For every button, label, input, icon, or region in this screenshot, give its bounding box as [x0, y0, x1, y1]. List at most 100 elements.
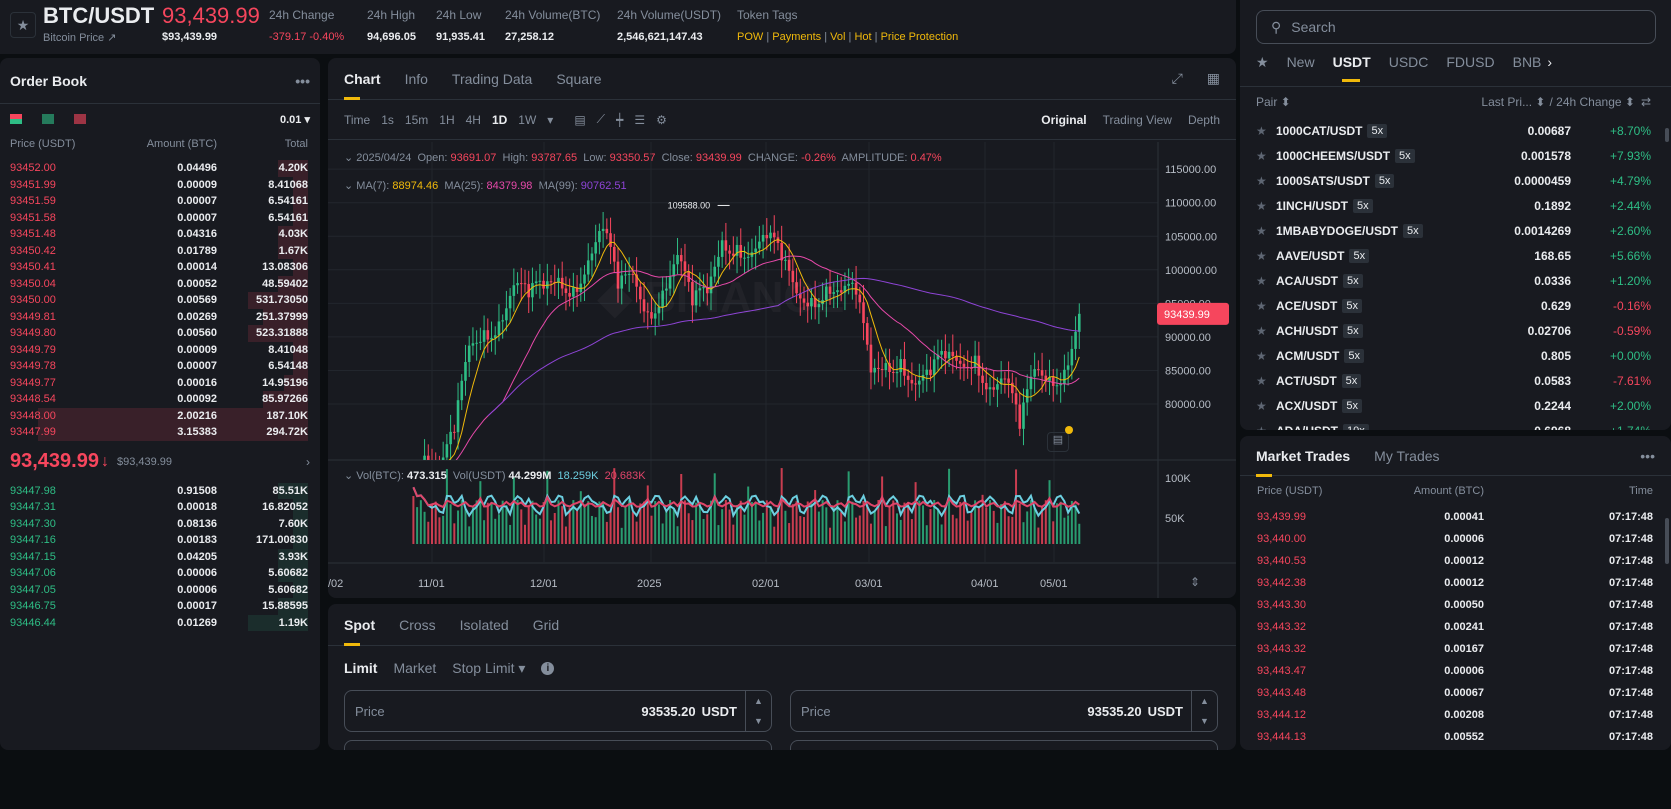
star-icon[interactable]: ★: [1256, 248, 1267, 263]
view-depth[interactable]: Depth: [1187, 112, 1220, 127]
tab-isolated[interactable]: Isolated: [459, 616, 509, 633]
star-icon[interactable]: ★: [1256, 273, 1267, 288]
tab-usdc[interactable]: USDC: [1388, 54, 1429, 70]
chevron-right-icon[interactable]: ›: [306, 454, 310, 469]
fit-scale-icon[interactable]: ⇕: [1190, 575, 1201, 589]
bid-row[interactable]: 93446.75 0.00017 15.88595: [0, 598, 320, 615]
star-icon[interactable]: ★: [1256, 123, 1267, 138]
more-icon[interactable]: •••: [1640, 447, 1655, 464]
star-icon[interactable]: ★: [1256, 173, 1267, 188]
order-type-stop-limit[interactable]: Stop Limit ▾: [452, 659, 526, 676]
fullscreen-icon[interactable]: ⤢: [1171, 70, 1183, 86]
ask-row[interactable]: 93447.99 3.15383 294.72K: [0, 424, 320, 441]
star-icon[interactable]: ★: [1256, 198, 1267, 213]
star-icon[interactable]: ★: [1256, 348, 1267, 363]
info-icon[interactable]: i: [541, 661, 555, 675]
scrollbar[interactable]: [1665, 128, 1669, 142]
interval-1w[interactable]: 1W: [518, 112, 537, 127]
interval-4h[interactable]: 4H: [465, 112, 481, 127]
market-row[interactable]: ★ ACX/USDT 5x 0.2244 +2.00%: [1256, 393, 1651, 418]
market-row[interactable]: ★ ACT/USDT 5x 0.0583 -7.61%: [1256, 368, 1651, 393]
ask-row[interactable]: 93450.04 0.00052 48.59402: [0, 275, 320, 292]
settings-gear-icon[interactable]: ⚙: [656, 112, 667, 127]
ask-row[interactable]: 93449.78 0.00007 6.54148: [0, 358, 320, 375]
bids-view-icon[interactable]: [42, 114, 54, 124]
ask-row[interactable]: 93450.00 0.00569 531.73050: [0, 292, 320, 309]
market-row[interactable]: ★ ACM/USDT 5x 0.805 +0.00%: [1256, 343, 1651, 368]
star-icon[interactable]: ★: [1256, 298, 1267, 313]
bid-row[interactable]: 93446.44 0.01269 1.19K: [0, 614, 320, 631]
market-row[interactable]: ★ 1000SATS/USDT 5x 0.0000459 +4.79%: [1256, 168, 1651, 193]
sell-price-input[interactable]: Price 93535.20 USDT ▲ ▼: [790, 690, 1218, 732]
tag-vol[interactable]: Vol: [830, 31, 846, 43]
ask-row[interactable]: 93449.79 0.00009 8.41048: [0, 341, 320, 358]
tag-payments[interactable]: Payments: [772, 31, 822, 43]
star-icon[interactable]: ★: [1256, 373, 1267, 388]
both-sides-view-icon[interactable]: [10, 114, 22, 124]
template-icon[interactable]: ☰: [634, 112, 646, 127]
mid-price-row[interactable]: 93,439.99 ↓ $93,439.99 ›: [0, 441, 320, 483]
market-row[interactable]: ★ 1INCH/USDT 5x 0.1892 +2.44%: [1256, 193, 1651, 218]
bid-row[interactable]: 93447.30 0.08136 7.60K: [0, 515, 320, 532]
interval-1h[interactable]: 1H: [439, 112, 455, 127]
market-row[interactable]: ★ ACE/USDT 5x 0.629 -0.16%: [1256, 293, 1651, 318]
ask-row[interactable]: 93452.00 0.04496 4.20K: [0, 160, 320, 177]
star-icon[interactable]: ★: [1256, 323, 1267, 338]
bid-row[interactable]: 93447.15 0.04205 3.93K: [0, 548, 320, 565]
tab-square[interactable]: Square: [556, 70, 602, 87]
market-row[interactable]: ★ 1000CHEEMS/USDT 5x 0.001578 +7.93%: [1256, 143, 1651, 168]
toggle-column-icon[interactable]: ⇄: [1640, 95, 1651, 109]
sort-24h-change[interactable]: / 24h Change ⬍: [1549, 95, 1635, 109]
candlestick-chart[interactable]: 109588.00 115000.00 110000.00 105000.00 1000…: [328, 142, 1236, 598]
scrollbar[interactable]: [1665, 518, 1669, 564]
tab-chart[interactable]: Chart: [344, 70, 381, 100]
tab-new[interactable]: New: [1286, 54, 1315, 70]
market-row[interactable]: ★ ACA/USDT 5x 0.0336 +1.20%: [1256, 268, 1651, 293]
buy-price-input[interactable]: Price 93535.20 USDT ▲ ▼: [344, 690, 772, 732]
ask-row[interactable]: 93449.80 0.00560 523.31888: [0, 325, 320, 342]
star-icon[interactable]: ★: [1256, 424, 1276, 431]
favorite-star-button[interactable]: ★: [10, 12, 36, 38]
market-row[interactable]: ★ 1000CAT/USDT 5x 0.00687 +8.70%: [1256, 118, 1651, 143]
tab-grid[interactable]: Grid: [532, 616, 560, 633]
more-icon[interactable]: •••: [295, 72, 310, 89]
tag-pow[interactable]: POW: [737, 31, 764, 43]
ask-row[interactable]: 93449.77 0.00016 14.95196: [0, 374, 320, 391]
interval-dropdown-icon[interactable]: ▾: [547, 112, 554, 127]
bid-row[interactable]: 93447.06 0.00006 5.60682: [0, 565, 320, 582]
candle-type-icon[interactable]: ┿: [616, 112, 624, 127]
tab-my-trades[interactable]: My Trades: [1374, 447, 1440, 464]
tab-trading-data[interactable]: Trading Data: [451, 70, 533, 87]
ask-row[interactable]: 93451.48 0.04316 4.03K: [0, 226, 320, 243]
interval-15m[interactable]: 15m: [404, 112, 429, 127]
ask-row[interactable]: 93450.41 0.00014 13.08306: [0, 259, 320, 276]
ask-row[interactable]: 93448.54 0.00092 85.97266: [0, 391, 320, 408]
tag-price-protection[interactable]: Price Protection: [880, 31, 959, 43]
order-type-limit[interactable]: Limit: [344, 660, 378, 676]
market-row[interactable]: ★ 1MBABYDOGE/USDT 5x 0.0014269 +2.60%: [1256, 218, 1651, 243]
bid-row[interactable]: 93447.31 0.00018 16.82052: [0, 499, 320, 516]
view-original[interactable]: Original: [1041, 112, 1087, 127]
ask-row[interactable]: 93451.58 0.00007 6.54161: [0, 209, 320, 226]
favorites-star-icon[interactable]: ★: [1256, 53, 1269, 70]
ask-row[interactable]: 93451.99 0.00009 8.41068: [0, 176, 320, 193]
bitcoin-price-link[interactable]: Bitcoin Price ↗: [43, 32, 117, 44]
interval-time[interactable]: Time: [344, 112, 371, 127]
interval-1s[interactable]: 1s: [381, 112, 394, 127]
precision-select[interactable]: 0.01 ▾: [280, 113, 310, 126]
buy-amount-input[interactable]: [344, 740, 772, 750]
ask-row[interactable]: 93450.42 0.01789 1.67K: [0, 242, 320, 259]
market-row[interactable]: ★ AAVE/USDT 5x 168.65 +5.66%: [1256, 243, 1651, 268]
ask-row[interactable]: 93448.00 2.00216 187.10K: [0, 407, 320, 424]
star-icon[interactable]: ★: [1256, 398, 1267, 413]
interval-1d[interactable]: 1D: [491, 112, 508, 127]
tab-spot[interactable]: Spot: [344, 616, 376, 646]
sell-amount-input[interactable]: [790, 740, 1218, 750]
tab-cross[interactable]: Cross: [399, 616, 436, 633]
news-icon[interactable]: ▤: [1047, 432, 1069, 452]
sort-last-price[interactable]: Last Pri... ⬍: [1481, 95, 1546, 109]
tag-hot[interactable]: Hot: [854, 31, 872, 43]
tab-fdusd[interactable]: FDUSD: [1446, 54, 1495, 70]
ask-row[interactable]: 93449.81 0.00269 251.37999: [0, 308, 320, 325]
tab-market-trades[interactable]: Market Trades: [1256, 447, 1351, 477]
